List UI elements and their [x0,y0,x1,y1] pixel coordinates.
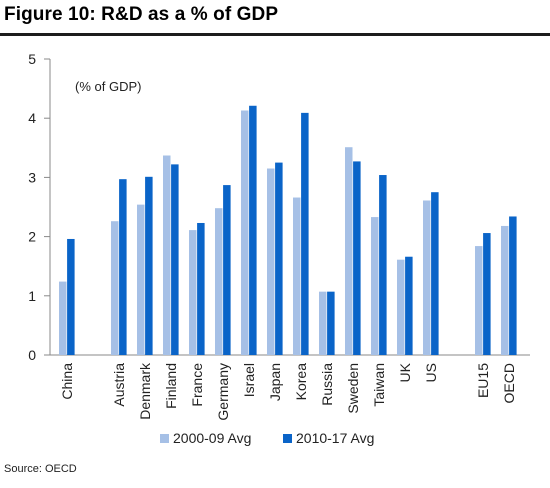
bar-uk-series-1 [397,259,405,355]
bar-russia-series-1 [319,291,327,355]
x-tick-label: Korea [293,363,309,401]
x-tick-label: EU15 [475,363,491,398]
bar-germany-series-2 [223,185,231,355]
bar-austria-series-2 [119,179,127,355]
bar-korea-series-1 [293,197,301,355]
bar-austria-series-1 [111,221,119,355]
bar-oecd-series-2 [509,216,517,355]
bar-us-series-2 [431,192,439,355]
bar-uk-series-2 [405,256,413,355]
bar-israel-series-1 [241,110,249,355]
x-tick-label: Sweden [345,363,361,414]
x-tick-label: Israel [241,363,257,397]
source-note: Source: OECD [4,463,77,475]
bar-sweden-series-1 [345,147,353,355]
bar-israel-series-2 [249,105,257,355]
bar-taiwan-series-1 [371,217,379,355]
x-tick-label: Finland [163,363,179,409]
bar-korea-series-2 [301,112,309,355]
x-tick-label: Denmark [137,362,153,420]
y-tick-label: 0 [28,347,36,363]
bar-japan-series-2 [275,162,283,355]
legend-swatch [283,434,292,443]
x-tick-label: Russia [319,363,335,406]
y-tick-label: 3 [28,169,36,185]
y-unit-label: (% of GDP) [75,79,141,94]
bar-japan-series-1 [267,168,275,355]
bar-france-series-1 [189,230,197,355]
bar-taiwan-series-2 [379,175,387,355]
bar-us-series-1 [423,200,431,355]
bar-denmark-series-1 [137,204,145,355]
bar-oecd-series-1 [501,225,509,355]
bar-germany-series-1 [215,208,223,355]
bar-eu15-series-1 [475,246,483,355]
x-tick-label: Taiwan [371,363,387,407]
bar-china-series-2 [67,238,75,355]
y-tick-label: 5 [28,51,36,67]
x-tick-label: China [59,363,75,400]
bar-russia-series-2 [327,291,335,355]
bar-sweden-series-2 [353,161,361,355]
bar-eu15-series-2 [483,233,491,355]
legend-swatch [160,434,169,443]
x-tick-label: US [423,363,439,382]
x-tick-label: Germany [215,363,231,421]
bar-france-series-2 [197,222,205,355]
x-tick-label: UK [397,362,413,382]
x-tick-label: Japan [267,363,283,401]
y-tick-label: 1 [28,288,36,304]
x-tick-label: OECD [501,363,517,403]
legend-label: 2010-17 Avg [296,430,374,446]
title-divider [0,33,550,36]
legend-label: 2000-09 Avg [173,430,251,446]
bar-finland-series-1 [163,155,171,355]
bar-china-series-1 [59,281,67,355]
y-tick-label: 4 [28,110,36,126]
figure-title: Figure 10: R&D as a % of GDP [4,4,279,25]
bar-finland-series-2 [171,164,179,355]
bar-denmark-series-2 [145,176,153,355]
x-tick-label: Austria [111,363,127,407]
y-tick-label: 2 [28,229,36,245]
x-tick-label: France [189,363,205,407]
